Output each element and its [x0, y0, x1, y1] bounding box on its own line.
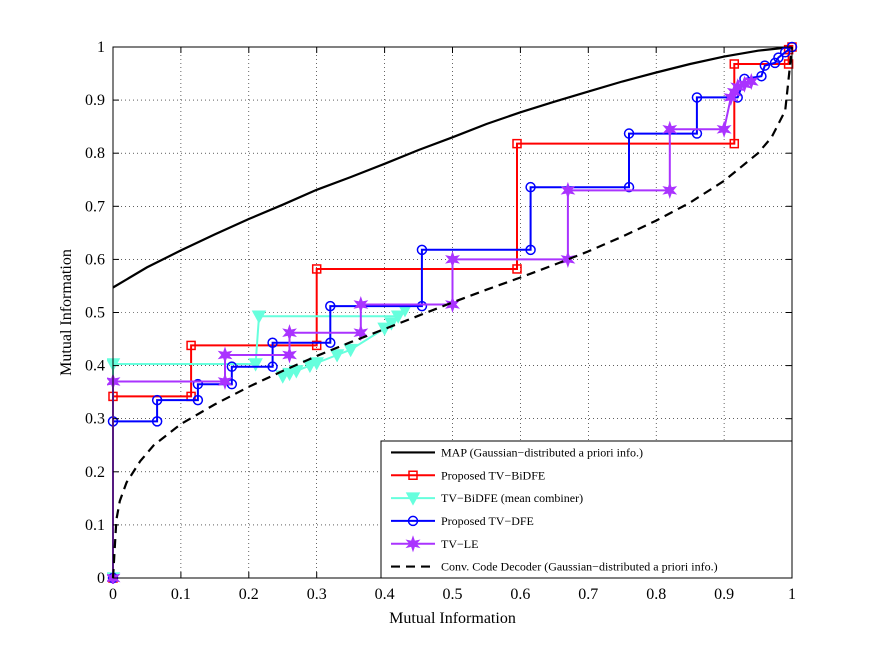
star-marker: [662, 181, 678, 199]
x-tick-label: 0.5: [443, 586, 463, 603]
y-tick-label: 0.9: [85, 92, 105, 109]
circle-marker: [691, 92, 703, 103]
x-tick-label: 0: [109, 586, 117, 603]
x-tick-label: 0.6: [510, 586, 530, 603]
series-2: [107, 304, 413, 584]
star-marker: [353, 295, 369, 314]
x-axis-label: Mutual Information: [389, 610, 516, 627]
x-tick-label: 0.3: [307, 586, 327, 603]
star-marker: [560, 181, 576, 199]
square-marker: [783, 59, 794, 69]
triangle-marker: [329, 349, 345, 363]
square-marker: [512, 264, 522, 274]
x-tick-label: 0.8: [646, 586, 666, 603]
square-marker: [729, 138, 740, 149]
x-tick-label: 0.9: [714, 586, 734, 603]
square-marker: [512, 138, 522, 149]
star-marker: [353, 324, 369, 342]
x-tick-label: 0.1: [171, 586, 191, 603]
series-layer: [107, 41, 798, 584]
circle-marker: [623, 181, 635, 193]
star-marker: [445, 250, 460, 268]
circle-marker: [416, 300, 428, 312]
x-tick-label: 0.2: [239, 586, 259, 603]
circle-marker: [416, 244, 428, 256]
triangle-marker: [343, 343, 358, 358]
circle-marker: [759, 60, 771, 71]
circle-marker: [773, 52, 784, 63]
circle-marker: [779, 47, 791, 58]
circle-marker: [325, 300, 336, 312]
y-tick-label: 1: [97, 39, 105, 56]
square-marker: [729, 59, 740, 69]
star-marker: [716, 120, 732, 138]
circle-marker: [525, 181, 536, 193]
square-marker: [186, 340, 196, 351]
star-marker: [662, 120, 678, 138]
x-tick-label: 0.4: [375, 586, 395, 603]
series-5: [111, 46, 794, 579]
star-marker: [405, 535, 421, 553]
circle-marker: [525, 244, 536, 256]
x-tick-label: 0.7: [578, 586, 598, 603]
circle-marker: [267, 337, 278, 349]
legend-label: MAP (Gaussian−distributed a priori info.…: [441, 445, 643, 459]
triangle-marker: [390, 310, 406, 324]
legend: MAP (Gaussian−distributed a priori info.…: [380, 440, 793, 579]
series-line: [111, 46, 794, 579]
series-line: [112, 45, 793, 289]
y-tick-label: 0.8: [85, 145, 105, 162]
series-0: [112, 45, 793, 289]
legend-label: TV−LE: [441, 537, 478, 551]
circle-marker: [151, 416, 163, 427]
triangle-marker: [251, 310, 267, 324]
circle-marker: [756, 70, 767, 82]
y-tick-label: 0.6: [85, 251, 105, 268]
circle-marker: [623, 128, 635, 139]
y-axis-label: Mutual Information: [58, 249, 75, 376]
series-line: [112, 46, 793, 578]
series-4: [107, 72, 759, 584]
y-tick-label: 0.4: [85, 358, 105, 375]
star-marker: [282, 324, 297, 342]
circle-marker: [192, 378, 204, 390]
y-tick-label: 0.5: [85, 305, 105, 322]
square-marker: [408, 470, 418, 480]
y-tick-label: 0.1: [85, 517, 105, 534]
y-tick-label: 0.7: [85, 198, 105, 215]
legend-label: TV−BiDFE (mean combiner): [441, 491, 583, 505]
circle-marker: [769, 57, 781, 69]
circle-marker: [226, 361, 238, 372]
triangle-marker: [248, 358, 263, 372]
triangle-marker: [302, 359, 318, 374]
triangle-marker: [405, 492, 421, 506]
star-marker: [743, 72, 759, 91]
circle-marker: [407, 515, 419, 527]
y-tick-label: 0.2: [85, 464, 105, 481]
y-tick-label: 0.3: [85, 411, 105, 428]
star-marker: [282, 346, 297, 364]
y-tick-label: 0: [97, 570, 105, 587]
circle-marker: [192, 394, 204, 406]
circle-marker: [325, 337, 336, 349]
series-line: [112, 46, 793, 578]
legend-box: [380, 440, 793, 579]
legend-label: Proposed TV−BiDFE: [441, 468, 545, 482]
star-marker: [217, 372, 233, 391]
circle-marker: [267, 361, 278, 372]
square-marker: [311, 340, 322, 351]
x-tick-label: 1: [788, 586, 796, 603]
circle-marker: [151, 394, 163, 406]
legend-label: Proposed TV−DFE: [441, 514, 534, 528]
square-marker: [311, 264, 322, 274]
star-marker: [217, 346, 233, 364]
legend-label: Conv. Code Decoder (Gaussian−distributed…: [441, 560, 718, 574]
